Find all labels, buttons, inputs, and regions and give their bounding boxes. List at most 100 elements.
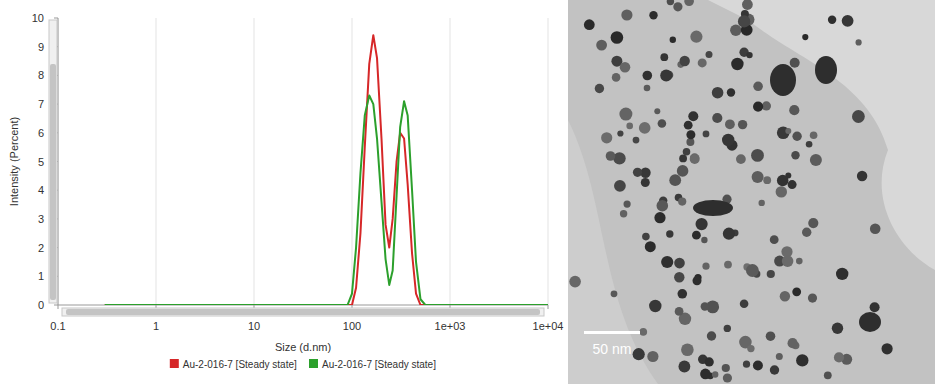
tem-particle [669,174,681,186]
tem-particle [770,64,796,96]
tem-particle [792,287,801,296]
tem-particle [836,268,848,280]
x-axis-title: Size (d.nm) [275,341,331,353]
tem-particle [679,155,687,163]
tem-particle [857,171,867,181]
grid-line [548,18,549,305]
tem-particle [657,200,669,212]
tem-particle [815,56,837,84]
y-tick-label: 2 [38,242,44,254]
tem-particle [882,343,893,354]
tem-particle [619,108,632,121]
chart: 0123456789100.11101001e+031e+04Size (d.n… [8,12,563,370]
tem-film [568,120,658,384]
tem-particle [649,11,657,19]
tem-particle [712,87,724,99]
grid-line [352,18,353,305]
tem-particle [723,373,732,382]
tem-particle [677,165,689,177]
series-line [105,95,548,305]
tem-particle [770,235,779,244]
tem-particle [673,2,682,11]
tem-particle [785,128,791,134]
tem-particle [712,113,722,123]
tem-particle [712,371,718,377]
y-tick-label: 1 [38,270,44,282]
legend-item: Au-2-016-7 [Steady state] [170,359,297,370]
tem-particle [686,130,695,139]
scrollbar-track [49,20,57,303]
tem-particle [624,201,631,208]
y-tick [54,305,58,306]
tem-particle [643,71,653,81]
tem-particle [727,88,735,96]
tem-particle [730,25,741,36]
tem-particle [683,148,691,156]
tem-particle [725,119,735,129]
tem-particle [856,39,862,45]
tem-particle [700,369,711,380]
scrollbar-thumb [66,309,540,315]
grid [58,18,548,305]
tem-particle [693,276,702,285]
tem-particle [690,154,700,164]
scale-bar [584,331,640,334]
legend-item: Au-2-016-7 [Steady state] [309,359,436,370]
tem-particle [788,338,798,348]
grid-line [450,18,451,305]
tem-particle [703,131,710,138]
tem-particle [802,34,808,40]
tem-particle [595,84,604,93]
tem-particle [832,323,843,334]
tem-particle [674,272,684,282]
tem-particle [759,200,765,206]
tem-particle [870,302,880,312]
grid-line [254,18,255,305]
tem-particle [658,119,667,128]
tem-particle [796,354,808,366]
x-tick [548,305,549,309]
tem-particle [842,15,854,27]
tem-particle [601,132,612,143]
tem-particle [791,151,799,159]
tem-particle [639,122,651,134]
tem-particle [707,331,716,340]
tem-particle [611,290,618,297]
tem-particle [792,132,801,141]
tem-particle [747,345,754,352]
y-tick-label: 10 [32,12,44,24]
tem-particle [808,218,818,228]
tem-particle [686,138,694,146]
y-tick-label: 8 [38,69,44,81]
tem-particle [705,357,714,366]
tem-particle [723,228,735,240]
tem-particle [731,58,743,70]
tem-particle [746,52,752,58]
y-tick-label: 0 [38,299,44,311]
tem-particle [852,110,865,123]
tem-particle [678,289,688,299]
tem-particle [670,37,676,43]
tem-particle [722,364,730,372]
tem-background [568,0,935,384]
tem-particle [753,82,763,92]
y-tick-label: 4 [38,184,44,196]
tem-particle [746,264,759,277]
tem-particle [736,154,746,164]
legend: Au-2-016-7 [Steady state] Au-2-016-7 [Ste… [170,359,436,370]
tem-particle [679,361,691,373]
tem-particle [767,270,775,278]
y-tick-label: 9 [38,41,44,53]
tem-particle [649,300,661,312]
tem-particle [642,233,650,241]
tem-particle [810,154,822,166]
tem-particle [802,228,811,237]
tem-particle [701,237,707,243]
tem-particle [660,53,668,61]
x-tick [58,305,59,309]
series-line [105,35,548,305]
tem-particle [612,73,621,82]
tem-particle [777,175,789,187]
tem-particle [684,121,693,130]
tem-particle [780,291,790,301]
